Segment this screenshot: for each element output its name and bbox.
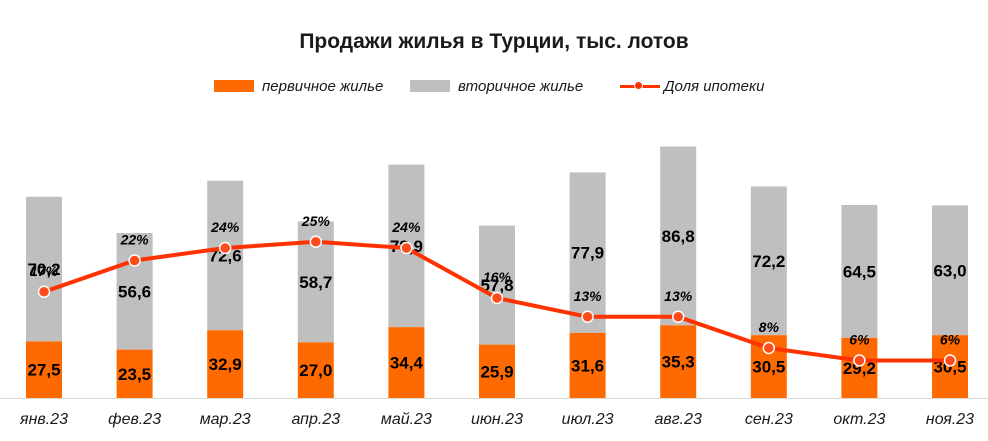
legend-item-mortgage: Доля ипотеки (620, 76, 764, 96)
legend-label-primary: первичное жилье (262, 77, 384, 95)
data-label-primary: 32,9 (209, 355, 242, 374)
bar-secondary (26, 196, 62, 342)
data-label-secondary: 72,6 (209, 246, 242, 265)
bar-secondary (932, 205, 968, 336)
bar-secondary (479, 225, 515, 345)
data-label-primary: 25,9 (480, 362, 513, 381)
data-label-secondary: 86,8 (662, 227, 695, 246)
x-tick-label: мар.23 (200, 411, 251, 428)
line-point (762, 341, 776, 355)
data-label-secondary: 70,2 (27, 260, 60, 279)
data-label-secondary: 58,7 (299, 273, 332, 292)
legend-item-primary: первичное жилье (214, 76, 383, 96)
line-point (671, 310, 685, 323)
x-tick-label: янв.23 (19, 411, 68, 428)
data-label-primary: 35,3 (662, 353, 695, 372)
line-point (943, 354, 957, 367)
bar-primary (569, 332, 606, 398)
x-tick-label: фев.23 (108, 411, 161, 428)
data-label-secondary: 72,2 (752, 252, 785, 271)
bar-primary (297, 342, 334, 398)
bar-primary (26, 341, 62, 398)
x-tick-label: окт.23 (833, 411, 885, 428)
bar-secondary (841, 204, 878, 338)
legend-label-secondary: вторичное жилье (458, 77, 584, 95)
bar-primary (479, 344, 515, 398)
line-data-label: 16% (483, 269, 512, 285)
x-tick-label: май.23 (381, 411, 432, 428)
data-label-secondary: 77,9 (571, 244, 604, 263)
x-tick-label: ноя.23 (926, 411, 974, 428)
bar-secondary (207, 180, 244, 331)
x-tick-label: сен.23 (745, 411, 793, 428)
legend-item-secondary: вторичное жилье (410, 76, 583, 96)
bar-primary (841, 337, 878, 398)
line-data-label: 17% (30, 263, 59, 279)
line-data-label: 6% (849, 332, 870, 348)
data-label-secondary: 63,0 (933, 261, 966, 280)
legend-swatch-primary (214, 80, 254, 92)
line-point (309, 235, 323, 248)
x-tick-label: июл.23 (562, 411, 614, 428)
line-data-label: 8% (759, 319, 780, 335)
data-label-primary: 34,4 (390, 354, 424, 373)
bar-primary (207, 330, 244, 398)
line-data-label: 24% (210, 219, 240, 235)
data-label-secondary: 64,5 (843, 262, 876, 281)
x-tick-label: апр.23 (291, 411, 340, 428)
line-point (218, 241, 232, 255)
legend-swatch-mortgage (620, 80, 660, 92)
line-data-label: 24% (391, 219, 421, 235)
line-point (853, 354, 866, 367)
data-label-primary: 29,2 (843, 359, 876, 378)
data-label-secondary: 56,6 (118, 282, 151, 301)
legend: первичное жилье вторичное жилье Доля ипо… (0, 76, 988, 96)
bar-secondary (750, 186, 787, 336)
line-point (490, 291, 504, 305)
bar-primary (660, 325, 697, 398)
line-data-label: 6% (940, 332, 961, 348)
data-label-primary: 31,6 (571, 356, 604, 375)
data-label-primary: 23,5 (118, 365, 151, 384)
line-data-label: 13% (664, 288, 693, 304)
bar-primary (388, 327, 425, 398)
data-label-primary: 30,5 (752, 358, 785, 377)
line-point (128, 254, 141, 267)
bar-secondary (116, 232, 153, 350)
line-data-label: 25% (301, 213, 331, 229)
legend-swatch-secondary (410, 80, 450, 92)
legend-label-mortgage: Доля ипотеки (664, 77, 765, 95)
x-tick-label: июн.23 (471, 411, 523, 428)
chart-title: Продажи жилья в Турции, тыс. лотов (299, 30, 689, 53)
bar-secondary (660, 146, 697, 326)
line-data-label: 22% (120, 232, 150, 248)
data-label-primary: 27,5 (27, 361, 60, 380)
x-tick-label: авг.23 (655, 411, 702, 428)
line-data-label: 13% (574, 288, 603, 304)
line-point (400, 241, 413, 255)
line-point (37, 285, 51, 298)
data-label-secondary: 57,8 (480, 276, 513, 295)
bar-secondary (569, 172, 606, 333)
line-point (581, 310, 594, 323)
data-label-primary: 27,0 (299, 361, 332, 380)
bar-primary (116, 349, 153, 398)
